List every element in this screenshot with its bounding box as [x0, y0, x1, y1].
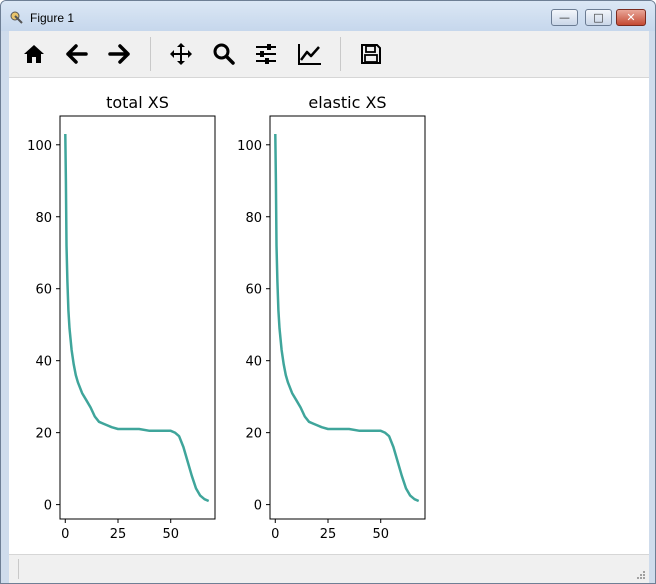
subplots-button[interactable]	[251, 39, 281, 69]
y-tick-label: 40	[35, 355, 52, 370]
y-tick-label: 20	[245, 427, 262, 442]
save-icon	[361, 44, 381, 64]
subplot-1: total XS 0 25 50 0 20 40 60 80 100	[27, 93, 216, 542]
subplot-2: elastic XS 0 25 50 0 20 40 60 80 100	[237, 93, 426, 542]
y-tick-label: 20	[35, 427, 52, 442]
x-tick-label: 25	[320, 527, 337, 542]
arrow-right-icon	[108, 44, 130, 64]
subplot-title: total XS	[106, 93, 169, 112]
edit-axes-button[interactable]	[295, 39, 325, 69]
status-divider	[18, 559, 19, 579]
y-tick-label: 100	[237, 139, 262, 154]
subplots-icon	[256, 44, 276, 64]
toolbar-separator	[340, 37, 341, 71]
y-tick-label: 40	[245, 355, 262, 370]
y-tick-label: 0	[254, 499, 262, 514]
close-icon: ✕	[626, 11, 636, 24]
minimize-icon: —	[559, 11, 570, 24]
x-tick-label: 25	[110, 527, 127, 542]
figure-plots: total XS 0 25 50 0 20 40 60 80 100 elastic XS 0 25 50…	[27, 93, 426, 542]
navigation-toolbar	[9, 31, 649, 78]
resize-grip-icon[interactable]	[636, 570, 646, 580]
y-tick-label: 0	[44, 499, 52, 514]
y-tick-label: 60	[245, 283, 262, 298]
maximize-icon: □	[593, 11, 604, 24]
series-line	[274, 133, 420, 503]
figure-canvas[interactable]: total XS 0 25 50 0 20 40 60 80 100 elastic XS 0 25 50…	[9, 78, 649, 554]
minimize-button[interactable]: —	[551, 9, 578, 26]
y-tick-label: 100	[27, 139, 52, 154]
x-tick-label: 50	[162, 527, 179, 542]
title-bar[interactable]: Figure 1 — □ ✕	[1, 1, 655, 31]
axes-frame	[59, 115, 216, 520]
y-tick-label: 80	[245, 211, 262, 226]
zoom-icon	[213, 43, 235, 65]
maximize-button[interactable]: □	[585, 9, 612, 26]
subplot-title: elastic XS	[308, 93, 386, 112]
matplotlib-app-icon	[10, 11, 23, 24]
x-tick-label: 0	[271, 527, 279, 542]
arrow-left-icon	[66, 44, 88, 64]
toolbar-separator	[150, 37, 151, 71]
edit-axes-icon	[298, 44, 321, 65]
status-bar	[9, 554, 649, 583]
y-tick-label: 80	[35, 211, 52, 226]
back-button[interactable]	[62, 39, 92, 69]
x-tick-label: 50	[372, 527, 389, 542]
x-tick-label: 0	[61, 527, 69, 542]
save-button[interactable]	[356, 39, 386, 69]
pan-icon	[170, 43, 192, 65]
close-button[interactable]: ✕	[616, 9, 646, 26]
y-tick-label: 60	[35, 283, 52, 298]
home-button[interactable]	[19, 39, 49, 69]
window-title: Figure 1	[30, 11, 75, 25]
zoom-button[interactable]	[209, 39, 239, 69]
pan-button[interactable]	[166, 39, 196, 69]
forward-button[interactable]	[104, 39, 134, 69]
axes-frame	[269, 115, 426, 520]
home-icon	[24, 45, 44, 63]
series-line	[64, 133, 210, 503]
